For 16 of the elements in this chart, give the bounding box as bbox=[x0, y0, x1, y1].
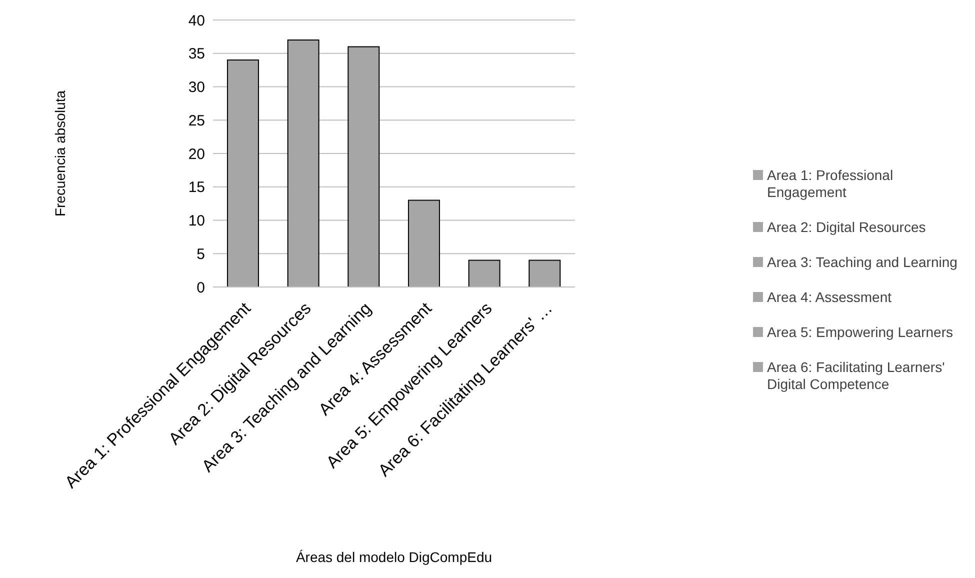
legend-label: Area 1: Professional Engagement bbox=[767, 167, 894, 201]
y-tick-label: 30 bbox=[188, 79, 205, 96]
y-tick-label: 15 bbox=[188, 179, 205, 196]
y-tick-label: 25 bbox=[188, 112, 205, 130]
y-tick-label: 20 bbox=[188, 146, 205, 163]
legend-label: Area 3: Teaching and Learning bbox=[767, 254, 958, 271]
y-tick-label: 5 bbox=[196, 246, 205, 263]
legend-label: Area 6: Facilitating Learners' Digital Competence bbox=[767, 359, 946, 393]
legend-label: Area 5: Empowering Learners bbox=[767, 324, 954, 341]
y-tick-label: 0 bbox=[196, 279, 205, 296]
y-tick-label: 10 bbox=[188, 212, 205, 230]
y-tick-label: 40 bbox=[188, 12, 205, 30]
legend-label: Area 2: Digital Resources bbox=[767, 219, 927, 236]
y-axis-title: Frecuencia absoluta bbox=[52, 90, 68, 217]
x-axis-title: Áreas del modelo DigCompEdu bbox=[296, 549, 492, 565]
y-tick-label: 35 bbox=[188, 46, 205, 63]
